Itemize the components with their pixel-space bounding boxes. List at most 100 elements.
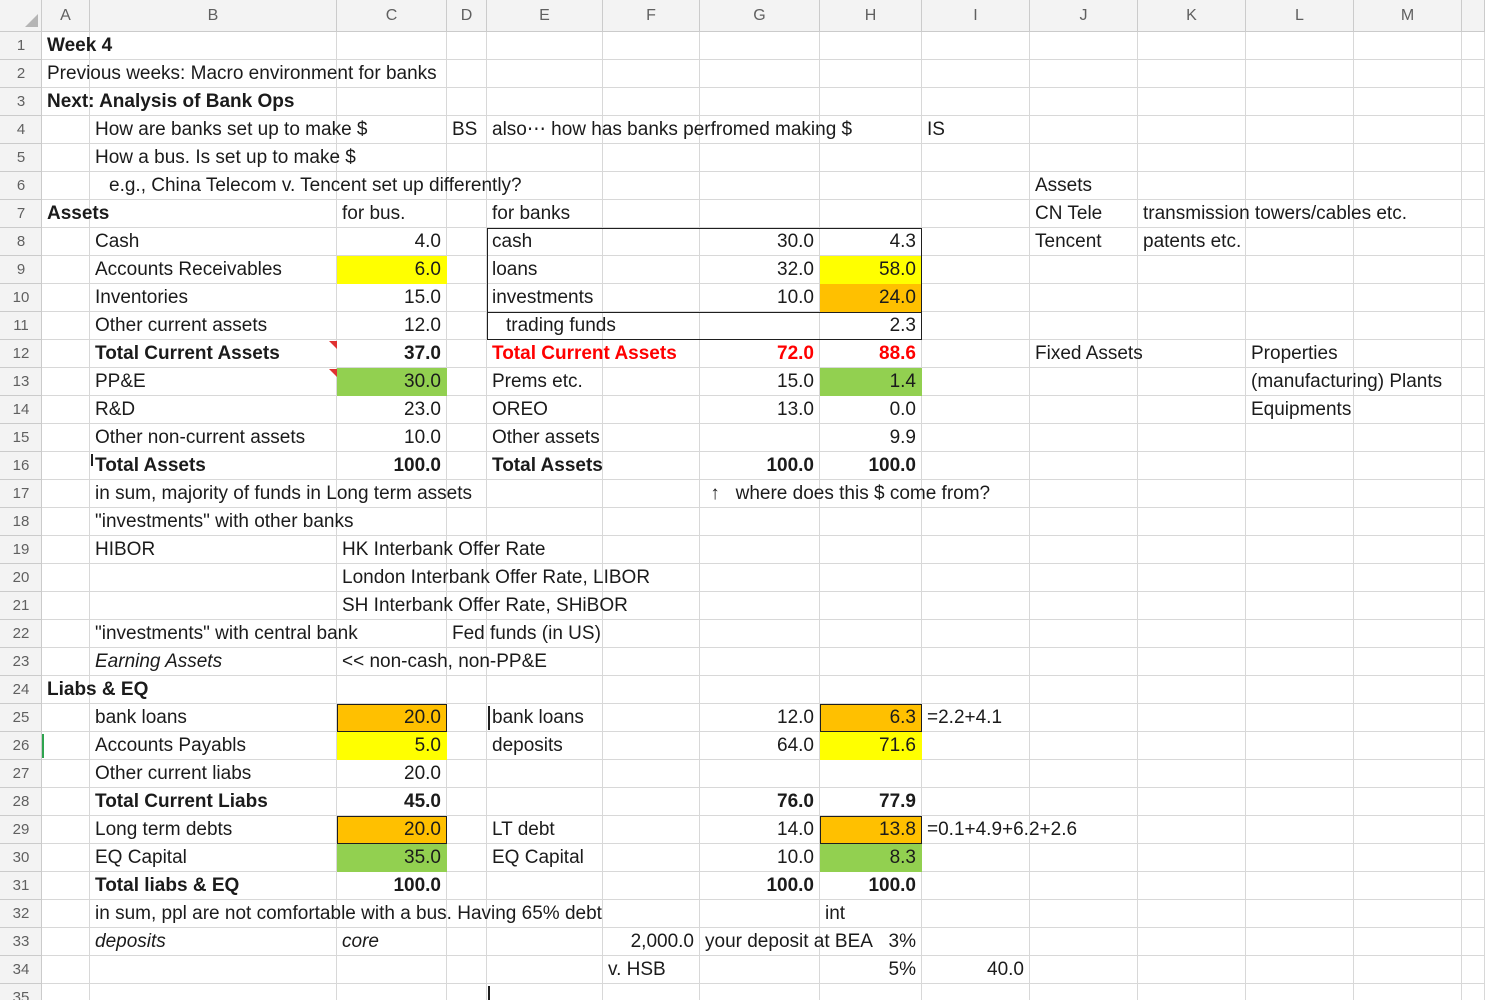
- cell-B13[interactable]: PP&E: [95, 371, 146, 392]
- cell-B32[interactable]: in sum, ppl are not comfortable with a b…: [95, 903, 602, 924]
- cell-C31[interactable]: 100.0: [393, 875, 441, 896]
- cell-C26[interactable]: 5.0: [414, 735, 441, 756]
- cell-C20[interactable]: London Interbank Offer Rate, LIBOR: [342, 567, 651, 588]
- cell-G10[interactable]: 10.0: [777, 287, 814, 308]
- cell-E29[interactable]: LT debt: [492, 819, 555, 840]
- cell-C12[interactable]: 37.0: [404, 343, 441, 364]
- cell-H12[interactable]: 88.6: [879, 343, 916, 364]
- column-header-C[interactable]: C: [337, 0, 447, 32]
- cell-G12[interactable]: 72.0: [777, 343, 814, 364]
- row-header-7[interactable]: 7: [0, 200, 42, 228]
- cell-E11[interactable]: trading funds: [506, 315, 616, 336]
- cell-E30[interactable]: EQ Capital: [492, 847, 584, 868]
- cell-B30[interactable]: EQ Capital: [95, 847, 187, 868]
- cell-I25[interactable]: =2.2+4.1: [927, 707, 1003, 728]
- row-header-21[interactable]: 21: [0, 592, 42, 620]
- cell-C29[interactable]: 20.0: [404, 819, 441, 840]
- column-header-M[interactable]: M: [1354, 0, 1462, 32]
- row-header-27[interactable]: 27: [0, 760, 42, 788]
- cell-C13[interactable]: 30.0: [404, 371, 441, 392]
- cell-E16[interactable]: Total Assets: [492, 455, 603, 476]
- row-header-10[interactable]: 10: [0, 284, 42, 312]
- row-header-18[interactable]: 18: [0, 508, 42, 536]
- column-header-F[interactable]: F: [603, 0, 700, 32]
- row-header-20[interactable]: 20: [0, 564, 42, 592]
- cell-G8[interactable]: 30.0: [777, 231, 814, 252]
- cell-H11[interactable]: 2.3: [889, 315, 916, 336]
- cell-B33[interactable]: deposits: [95, 931, 166, 952]
- cell-C15[interactable]: 10.0: [404, 427, 441, 448]
- row-header-9[interactable]: 9: [0, 256, 42, 284]
- row-header-13[interactable]: 13: [0, 368, 42, 396]
- column-header-D[interactable]: D: [447, 0, 487, 32]
- cell-G31[interactable]: 100.0: [766, 875, 814, 896]
- cell-G13[interactable]: 15.0: [777, 371, 814, 392]
- cell-B10[interactable]: Inventories: [95, 287, 188, 308]
- cell-L14[interactable]: Equipments: [1251, 399, 1352, 420]
- row-header-33[interactable]: 33: [0, 928, 42, 956]
- cell-E12[interactable]: Total Current Assets: [492, 343, 677, 364]
- cell-H31[interactable]: 100.0: [868, 875, 916, 896]
- cell-B14[interactable]: R&D: [95, 399, 136, 420]
- cell-B9[interactable]: Accounts Receivables: [95, 259, 282, 280]
- row-header-12[interactable]: 12: [0, 340, 42, 368]
- cell-B27[interactable]: Other current liabs: [95, 763, 252, 784]
- cell-A1[interactable]: Week 4: [47, 35, 113, 56]
- cell-B16[interactable]: Total Assets: [95, 455, 206, 476]
- cell-B5[interactable]: How a bus. Is set up to make $: [95, 147, 356, 168]
- row-header-2[interactable]: 2: [0, 60, 42, 88]
- cell-B17[interactable]: in sum, majority of funds in Long term a…: [95, 483, 472, 504]
- row-header-29[interactable]: 29: [0, 816, 42, 844]
- cell-G25[interactable]: 12.0: [777, 707, 814, 728]
- cell-H14[interactable]: 0.0: [889, 399, 916, 420]
- cell-B22[interactable]: "investments" with central bank: [95, 623, 358, 644]
- cell-A3[interactable]: Next: Analysis of Bank Ops: [47, 91, 295, 112]
- cell-G9[interactable]: 32.0: [777, 259, 814, 280]
- cell-E14[interactable]: OREO: [492, 399, 548, 420]
- cell-H34[interactable]: 5%: [888, 959, 916, 980]
- cell-H29[interactable]: 13.8: [879, 819, 916, 840]
- cell-L12[interactable]: Properties: [1251, 343, 1338, 364]
- row-header-15[interactable]: 15: [0, 424, 42, 452]
- cell-C14[interactable]: 23.0: [404, 399, 441, 420]
- row-header-34[interactable]: 34: [0, 956, 42, 984]
- cell-B6[interactable]: e.g., China Telecom v. Tencent set up di…: [109, 175, 522, 196]
- row-header-31[interactable]: 31: [0, 872, 42, 900]
- row-header-14[interactable]: 14: [0, 396, 42, 424]
- cell-E9[interactable]: loans: [492, 259, 538, 280]
- cell-B8[interactable]: Cash: [95, 231, 140, 252]
- row-header-1[interactable]: 1: [0, 32, 42, 60]
- cell-B19[interactable]: HIBOR: [95, 539, 156, 560]
- cell-G30[interactable]: 10.0: [777, 847, 814, 868]
- cell-C28[interactable]: 45.0: [404, 791, 441, 812]
- column-header-I[interactable]: I: [922, 0, 1030, 32]
- row-header-3[interactable]: 3: [0, 88, 42, 116]
- column-header-E[interactable]: E: [487, 0, 603, 32]
- cell-C30[interactable]: 35.0: [404, 847, 441, 868]
- cell-B31[interactable]: Total liabs & EQ: [95, 875, 240, 896]
- cell-G29[interactable]: 14.0: [777, 819, 814, 840]
- cell-H8[interactable]: 4.3: [889, 231, 916, 252]
- row-header-19[interactable]: 19: [0, 536, 42, 564]
- column-header-J[interactable]: J: [1030, 0, 1138, 32]
- cell-G26[interactable]: 64.0: [777, 735, 814, 756]
- row-header-11[interactable]: 11: [0, 312, 42, 340]
- cell-C8[interactable]: 4.0: [414, 231, 441, 252]
- cell-D22[interactable]: Fed funds (in US): [452, 623, 601, 644]
- cell-I4[interactable]: IS: [927, 119, 945, 140]
- column-header-L[interactable]: L: [1246, 0, 1354, 32]
- cell-I34[interactable]: 40.0: [987, 959, 1024, 980]
- row-header-24[interactable]: 24: [0, 676, 42, 704]
- row-header-25[interactable]: 25: [0, 704, 42, 732]
- cell-G28[interactable]: 76.0: [777, 791, 814, 812]
- row-header-17[interactable]: 17: [0, 480, 42, 508]
- cell-A2[interactable]: Previous weeks: Macro environment for ba…: [47, 63, 437, 84]
- row-header-4[interactable]: 4: [0, 116, 42, 144]
- row-header-22[interactable]: 22: [0, 620, 42, 648]
- cell-E15[interactable]: Other assets: [492, 427, 600, 448]
- column-header-K[interactable]: K: [1138, 0, 1246, 32]
- column-header-A[interactable]: A: [42, 0, 90, 32]
- cell-C27[interactable]: 20.0: [404, 763, 441, 784]
- cell-D4[interactable]: BS: [452, 119, 478, 140]
- cell-C11[interactable]: 12.0: [404, 315, 441, 336]
